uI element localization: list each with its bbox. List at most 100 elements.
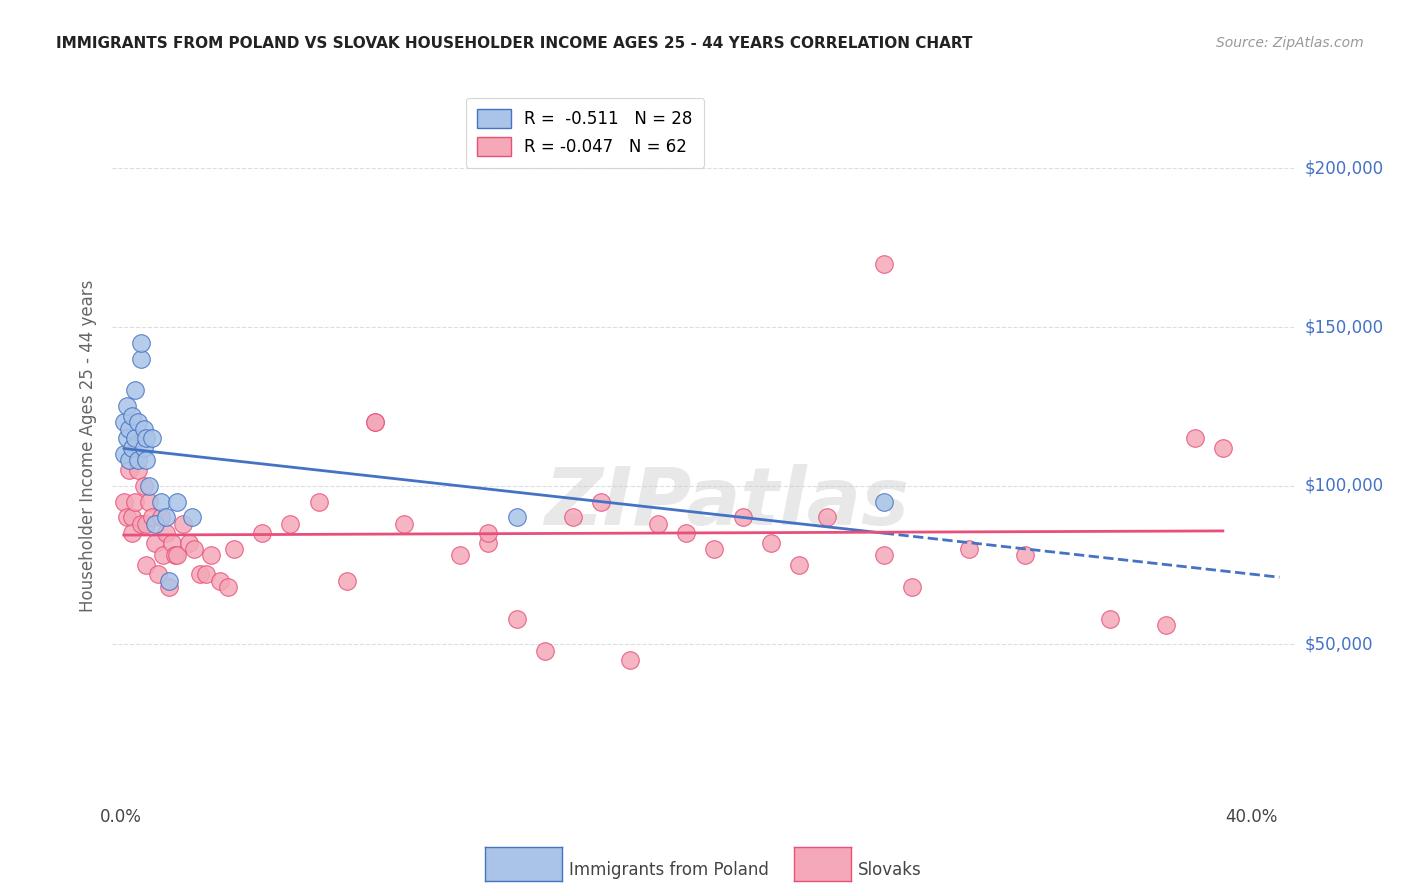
Point (138, 494, 160, 508)
Point (364, 415, 387, 429)
Point (157, 574, 180, 588)
Point (477, 535, 499, 549)
Point (703, 542, 725, 557)
Point (787, 558, 810, 572)
Point (183, 542, 205, 557)
Text: $50,000: $50,000 (1305, 635, 1374, 653)
Point (194, 567, 217, 582)
Text: Slovaks: Slovaks (858, 861, 921, 879)
Point (135, 453, 157, 467)
Point (118, 463, 141, 477)
Point (591, 494, 613, 508)
Point (533, 643, 555, 657)
Text: $100,000: $100,000 (1305, 476, 1384, 495)
Point (1098, 612, 1121, 626)
Point (166, 549, 188, 563)
Point (200, 549, 222, 563)
Point (121, 409, 143, 423)
Point (143, 535, 166, 549)
Point (901, 580, 924, 594)
Point (252, 526, 274, 541)
Point (132, 478, 155, 492)
Point (143, 516, 166, 531)
Point (121, 441, 143, 455)
Point (505, 612, 527, 626)
Point (115, 431, 138, 445)
Point (141, 431, 163, 445)
Point (1184, 431, 1206, 445)
Point (129, 516, 152, 531)
Point (647, 516, 669, 531)
Text: Source: ZipAtlas.com: Source: ZipAtlas.com (1216, 36, 1364, 50)
Text: Immigrants from Poland: Immigrants from Poland (569, 861, 769, 879)
Point (188, 567, 211, 582)
Point (449, 549, 471, 563)
Point (163, 549, 186, 563)
Point (280, 516, 302, 531)
Point (115, 400, 138, 414)
Point (477, 526, 499, 541)
Point (392, 516, 415, 531)
Text: $150,000: $150,000 (1305, 318, 1384, 336)
Text: IMMIGRANTS FROM POLAND VS SLOVAK HOUSEHOLDER INCOME AGES 25 - 44 YEARS CORRELATI: IMMIGRANTS FROM POLAND VS SLOVAK HOUSEHO… (56, 36, 973, 51)
Point (562, 510, 585, 524)
Point (155, 526, 177, 541)
Point (112, 447, 135, 461)
Point (141, 510, 163, 524)
Point (157, 580, 180, 594)
Point (149, 510, 172, 524)
Point (135, 431, 157, 445)
Point (112, 494, 135, 508)
Point (121, 526, 143, 541)
Point (155, 510, 177, 524)
Point (873, 257, 896, 271)
Point (132, 441, 155, 455)
Point (1156, 618, 1178, 632)
Point (308, 494, 330, 508)
Point (364, 415, 387, 429)
Point (217, 580, 239, 594)
Point (138, 478, 160, 492)
Point (873, 549, 896, 563)
Point (180, 510, 202, 524)
Point (160, 535, 183, 549)
Point (124, 431, 146, 445)
Legend: R =  -0.511   N = 28, R = -0.047   N = 62: R = -0.511 N = 28, R = -0.047 N = 62 (465, 97, 704, 168)
Text: $200,000: $200,000 (1305, 160, 1384, 178)
Point (1014, 549, 1036, 563)
Point (121, 510, 143, 524)
Point (129, 335, 152, 350)
Point (124, 494, 146, 508)
Point (135, 516, 157, 531)
Point (118, 421, 141, 435)
Point (873, 494, 896, 508)
Text: ZIPatlas: ZIPatlas (544, 464, 910, 542)
Point (731, 510, 754, 524)
Point (118, 453, 141, 467)
Point (222, 542, 245, 557)
Point (957, 542, 980, 557)
Point (115, 510, 138, 524)
Point (619, 653, 641, 667)
Point (152, 549, 174, 563)
Point (112, 415, 135, 429)
Point (127, 453, 149, 467)
Point (149, 494, 172, 508)
Point (177, 535, 200, 549)
Point (172, 516, 194, 531)
Point (127, 415, 149, 429)
Point (759, 535, 782, 549)
Point (132, 421, 155, 435)
Point (124, 384, 146, 398)
Point (129, 351, 152, 366)
Point (336, 574, 359, 588)
Point (166, 494, 188, 508)
Point (146, 567, 169, 582)
Point (208, 574, 231, 588)
Point (815, 510, 838, 524)
Point (505, 510, 527, 524)
Y-axis label: Householder Income Ages 25 - 44 years: Householder Income Ages 25 - 44 years (79, 280, 97, 612)
Point (1212, 441, 1234, 455)
Point (127, 463, 149, 477)
Point (675, 526, 697, 541)
